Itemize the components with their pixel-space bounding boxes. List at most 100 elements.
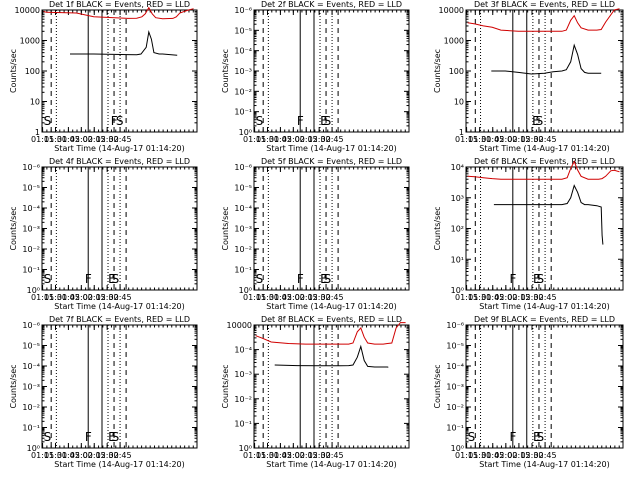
- x-tick-label: 01:45: [269, 135, 292, 144]
- series-line-black: [493, 184, 604, 245]
- y-axis-label: Counts/sec: [9, 364, 18, 408]
- y-tick-label: 10⁻⁴: [22, 204, 40, 213]
- marker-s: S: [112, 272, 120, 286]
- x-tick-label: 02:30: [308, 293, 331, 302]
- y-tick-label: 10⁻³: [234, 225, 252, 234]
- y-tick-label: 10⁻⁵: [234, 184, 252, 193]
- marker-f: F: [509, 430, 516, 444]
- plot-frame: [465, 9, 624, 133]
- marker-e: E: [533, 272, 541, 286]
- y-tick-label: 10⁻⁶: [234, 6, 252, 15]
- x-tick-label: 01:30: [256, 135, 279, 144]
- x-tick-label: 01:30: [468, 451, 491, 460]
- y-tick-label: 10⁻²: [22, 245, 40, 254]
- marker-e: E: [320, 114, 328, 128]
- plot-frame: [41, 324, 198, 449]
- y-tick-label: 10⁻⁶: [234, 163, 252, 172]
- x-tick-label: 01:45: [57, 451, 80, 460]
- x-tick-label: 02:15: [507, 293, 530, 302]
- y-tick-label: 100: [25, 67, 40, 76]
- marker-s: S: [536, 272, 544, 286]
- x-tick-label: 01:45: [481, 293, 504, 302]
- y-tick-label: 10000: [15, 6, 40, 15]
- x-tick-label: 02:30: [520, 293, 543, 302]
- x-tick-label: 02:15: [83, 293, 106, 302]
- chart-panel-det2: Det 2f BLACK = Events, RED = LLD 10⁰ 10⁻¹ 1…: [221, 0, 410, 153]
- y-tick-label: 10⁻⁵: [234, 26, 252, 35]
- x-tick-label: 02:00: [494, 451, 517, 460]
- chart-title: Det 8f BLACK = Events, RED = LLD: [261, 315, 402, 324]
- y-tick-label: 10⁴: [451, 163, 464, 172]
- chart-title: Det 9f BLACK = Events, RED = LLD: [474, 315, 615, 324]
- y-tick-label: 10000: [227, 321, 252, 330]
- y-tick-label: 10⁰: [239, 128, 252, 137]
- y-tick-label: 10⁻²: [234, 87, 252, 96]
- y-tick-label: 10⁻¹: [22, 424, 40, 433]
- series-line-black: [70, 30, 178, 56]
- x-axis-label: Start Time (14-Aug-17 01:14:20): [54, 460, 185, 469]
- chart-panel-det7: Det 7f BLACK = Events, RED = LLD 10⁰ 10⁻¹ 1…: [9, 315, 198, 469]
- x-tick-label: 01:15: [31, 293, 54, 302]
- x-tick-label: 02:00: [494, 135, 517, 144]
- marker-f: F: [297, 272, 304, 286]
- chart-panel-det4: Det 4f BLACK = Events, RED = LLD 10⁰ 10⁻¹ 1…: [9, 157, 198, 311]
- y-axis-label: Counts/sec: [433, 206, 442, 250]
- x-tick-label: 02:15: [295, 135, 318, 144]
- y-tick-label: 10⁻⁴: [446, 362, 464, 371]
- x-tick-label: 02:30: [308, 451, 331, 460]
- chart-panel-det3: Det 3f BLACK = Events, RED = LLD 1 10 100 10…: [433, 0, 624, 153]
- y-tick-label: 10⁻¹: [234, 108, 252, 117]
- x-tick-label: 02:45: [321, 135, 344, 144]
- x-tick-label: 01:15: [455, 293, 478, 302]
- marker-s: S: [324, 114, 332, 128]
- x-tick-label: 01:30: [44, 451, 67, 460]
- y-tick-label: 10⁰: [27, 444, 40, 453]
- y-tick-label: 10⁻²: [234, 245, 252, 254]
- y-tick-label: 10000: [439, 6, 464, 15]
- marker-s: S: [44, 272, 52, 286]
- x-tick-label: 01:45: [269, 451, 292, 460]
- x-tick-label: 01:45: [57, 293, 80, 302]
- y-tick-label: 10⁻²: [22, 403, 40, 412]
- y-tick-label: 100: [449, 67, 464, 76]
- plot-frame: [465, 324, 624, 449]
- x-tick-label: 02:15: [507, 451, 530, 460]
- x-tick-label: 01:45: [57, 135, 80, 144]
- y-tick-label: 10³: [451, 194, 464, 203]
- marker-s: S: [256, 272, 264, 286]
- y-axis-label: Counts/sec: [433, 364, 442, 408]
- y-tick-label: 10⁰: [239, 286, 252, 295]
- y-tick-label: 10⁻⁶: [446, 321, 464, 330]
- x-tick-label: 02:15: [507, 135, 530, 144]
- y-tick-label: 10⁻⁴: [234, 204, 252, 213]
- y-tick-label: 10⁻¹: [234, 419, 252, 428]
- x-axis-label: Start Time (14-Aug-17 01:14:20): [266, 302, 397, 311]
- x-tick-label: 02:45: [109, 135, 132, 144]
- marker-s: S: [256, 114, 264, 128]
- marker-s: S: [536, 114, 544, 128]
- x-tick-label: 02:45: [534, 451, 557, 460]
- x-tick-label: 01:30: [468, 293, 491, 302]
- y-axis-label: Counts/sec: [221, 206, 230, 250]
- y-tick-label: 10⁻⁵: [22, 184, 40, 193]
- y-tick-label: 1000: [20, 37, 40, 46]
- marker-s: S: [468, 430, 476, 444]
- marker-s: S: [324, 272, 332, 286]
- chart-panel-det8: Det 8f BLACK = Events, RED = LLD 10⁰ 10⁻¹ 1…: [221, 315, 410, 469]
- chart-title: Det 1f BLACK = Events, RED = LLD: [49, 0, 190, 9]
- y-tick-label: 10⁻⁵: [22, 342, 40, 351]
- x-tick-label: 02:30: [520, 135, 543, 144]
- x-tick-label: 01:15: [31, 451, 54, 460]
- y-tick-label: 10⁻³: [234, 67, 252, 76]
- x-tick-label: 02:45: [321, 451, 344, 460]
- x-tick-label: 01:15: [243, 451, 266, 460]
- x-tick-label: 01:45: [481, 451, 504, 460]
- series-line-black: [274, 344, 389, 368]
- x-tick-label: 02:45: [534, 293, 557, 302]
- x-tick-label: 02:00: [70, 135, 93, 144]
- marker-s: S: [112, 430, 120, 444]
- marker-f: F: [111, 114, 118, 128]
- marker-f: F: [509, 272, 516, 286]
- y-tick-label: 10⁻³: [234, 370, 252, 379]
- x-tick-label: 02:45: [109, 451, 132, 460]
